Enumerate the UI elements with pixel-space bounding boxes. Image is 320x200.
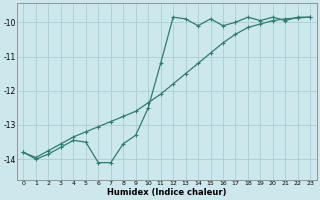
X-axis label: Humidex (Indice chaleur): Humidex (Indice chaleur) [107, 188, 227, 197]
